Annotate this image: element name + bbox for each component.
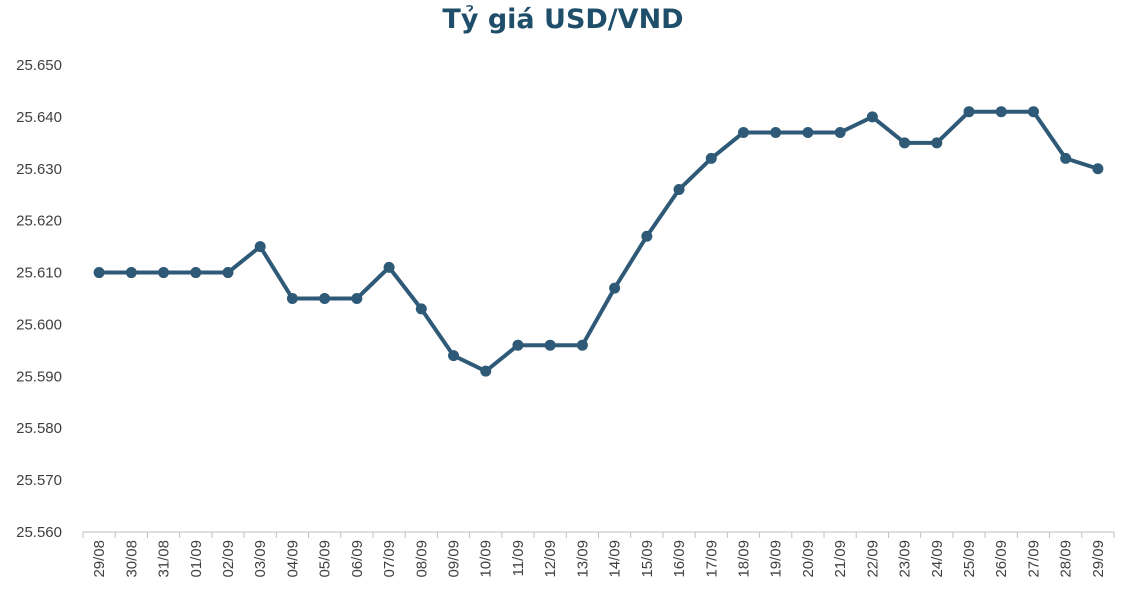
data-point [866, 111, 878, 123]
data-point [351, 293, 363, 304]
x-tick-label: 08/09 [413, 540, 430, 578]
x-tick-label: 24/09 [929, 540, 946, 578]
x-tick-label: 19/09 [768, 540, 785, 578]
data-point [737, 126, 749, 138]
data-point [1060, 152, 1072, 164]
x-tick-label: 04/09 [284, 540, 301, 578]
x-tick-label: 06/09 [349, 540, 366, 578]
x-axis-ticks: 29/08 30/08 31/08 01/09 02/09 03/09 04/09 05/09… [91, 540, 1107, 578]
data-point [415, 303, 427, 315]
x-tick-label: 26/09 [993, 540, 1010, 578]
x-tick-label: 02/09 [220, 540, 237, 578]
series-line [99, 109, 1099, 374]
x-tick-label: 11/09 [510, 540, 527, 576]
x-tick-label: 15/09 [639, 540, 656, 578]
y-tick-label: 25.570 [16, 472, 62, 489]
y-tick-label: 25.580 [16, 420, 62, 437]
y-tick-label: 25.600 [16, 316, 62, 333]
data-point [222, 267, 234, 279]
data-point [963, 106, 975, 118]
x-tick-label: 28/09 [1058, 540, 1075, 578]
data-point [770, 126, 782, 138]
data-point [544, 339, 556, 351]
data-point [286, 293, 298, 304]
data-point [448, 350, 460, 362]
chart-title: Tỷ giá USD/VND [442, 4, 684, 35]
y-tick-label: 25.640 [16, 109, 62, 126]
x-tick-label: 23/09 [897, 540, 914, 578]
x-tick-label: 07/09 [381, 540, 398, 578]
data-point [480, 365, 492, 377]
data-point [93, 267, 105, 279]
data-point [125, 267, 137, 279]
data-point [899, 137, 911, 149]
x-tick-label: 27/09 [1025, 540, 1042, 578]
x-tick-label: 21/09 [832, 540, 849, 578]
data-point [705, 152, 717, 164]
data-point [576, 339, 588, 351]
data-point [609, 282, 621, 294]
data-point [190, 267, 202, 279]
data-point [1027, 106, 1039, 118]
y-axis-ticks: 25.560 25.570 25.580 25.590 25.600 25.610 25.6… [16, 57, 62, 541]
data-point [254, 241, 266, 253]
x-tick-label: 29/08 [91, 540, 108, 578]
x-tick-label: 18/09 [735, 540, 752, 578]
data-point [641, 230, 653, 242]
data-point [1092, 163, 1104, 175]
data-point [802, 126, 814, 138]
x-axis-tickmarks [82, 532, 1115, 538]
x-tick-label: 13/09 [574, 540, 591, 578]
y-tick-label: 25.590 [16, 368, 62, 385]
x-tick-label: 09/09 [446, 540, 463, 578]
data-point [995, 106, 1007, 118]
x-tick-label: 05/09 [317, 540, 334, 578]
x-tick-label: 17/09 [703, 540, 720, 578]
x-tick-label: 25/09 [961, 540, 978, 578]
x-tick-label: 10/09 [478, 540, 495, 578]
data-point [319, 293, 331, 304]
y-tick-label: 25.560 [16, 524, 62, 541]
x-tick-label: 03/09 [252, 540, 269, 578]
x-tick-label: 29/09 [1090, 540, 1107, 578]
y-tick-label: 25.630 [16, 161, 62, 178]
data-point [834, 126, 846, 138]
data-point [673, 184, 685, 196]
x-tick-label: 16/09 [671, 540, 688, 578]
y-tick-label: 25.620 [16, 213, 62, 230]
data-point [512, 339, 524, 351]
data-point [931, 137, 943, 149]
x-tick-label: 22/09 [864, 540, 881, 578]
x-tick-label: 31/08 [156, 540, 173, 578]
x-tick-label: 20/09 [800, 540, 817, 578]
x-tick-label: 01/09 [188, 540, 205, 578]
data-point [158, 267, 170, 279]
y-tick-label: 25.610 [16, 265, 62, 282]
data-point [383, 261, 395, 273]
x-tick-label: 14/09 [607, 540, 624, 578]
x-tick-label: 30/08 [123, 540, 140, 578]
series-points [93, 106, 1104, 377]
x-tick-label: 12/09 [542, 540, 559, 578]
y-tick-label: 25.650 [16, 57, 62, 74]
